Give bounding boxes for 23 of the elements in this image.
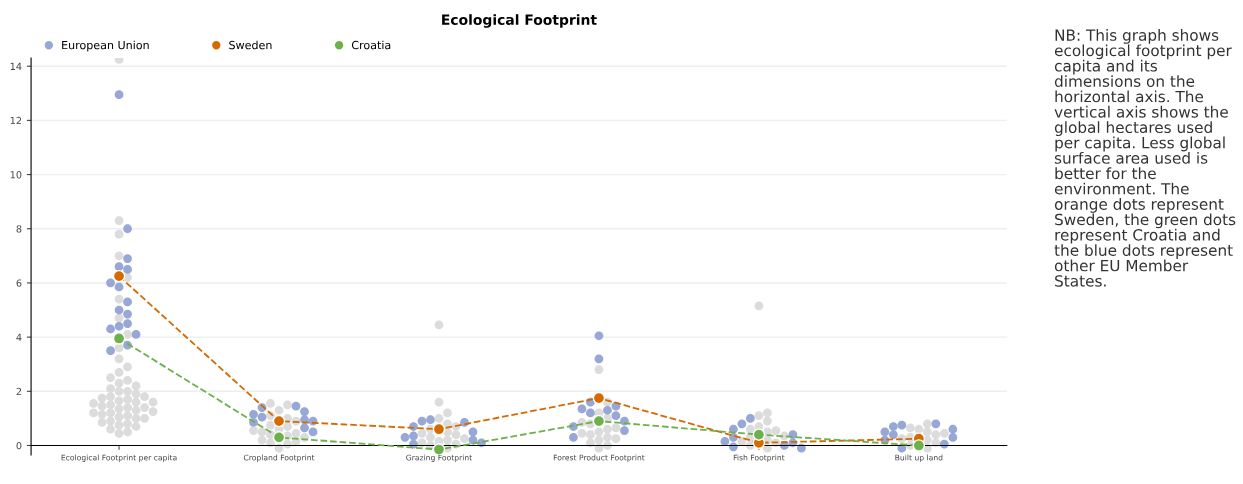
- point: [592, 391, 606, 405]
- chart-title: Ecological Footprint: [442, 14, 597, 28]
- y-tick-label: 8: [16, 225, 22, 233]
- y-tick-label: 2: [16, 387, 22, 395]
- point: [432, 422, 446, 436]
- y-tick-label: 4: [16, 333, 22, 341]
- point: [272, 431, 286, 444]
- point: [432, 443, 446, 455]
- legend-label: European Union: [62, 40, 149, 52]
- y-tick-label: 14: [10, 62, 22, 70]
- point: [272, 414, 286, 428]
- y-tick-label: 0: [16, 441, 22, 450]
- text: NB: This graph shows ecological footprint per capita and its dimensions on the horizontal axis. The vertical axis shows the global hectares used per capita. Less global surface area used is better for the environment. The orange dots represent Sweden, the green dots represent Croatia and the blue dots represent other EU Member States.: [1054, 29, 1236, 287]
- legend-label: Sweden: [229, 40, 272, 50]
- point: [112, 269, 126, 283]
- point: [592, 414, 606, 428]
- y-tick-label: 12: [10, 116, 22, 125]
- point: [912, 439, 926, 452]
- y-tick-label: 10: [10, 171, 22, 179]
- legend-label: Croatia: [351, 40, 391, 50]
- point: [752, 428, 766, 441]
- y-tick-label: 6: [16, 279, 22, 287]
- point: [112, 332, 126, 345]
